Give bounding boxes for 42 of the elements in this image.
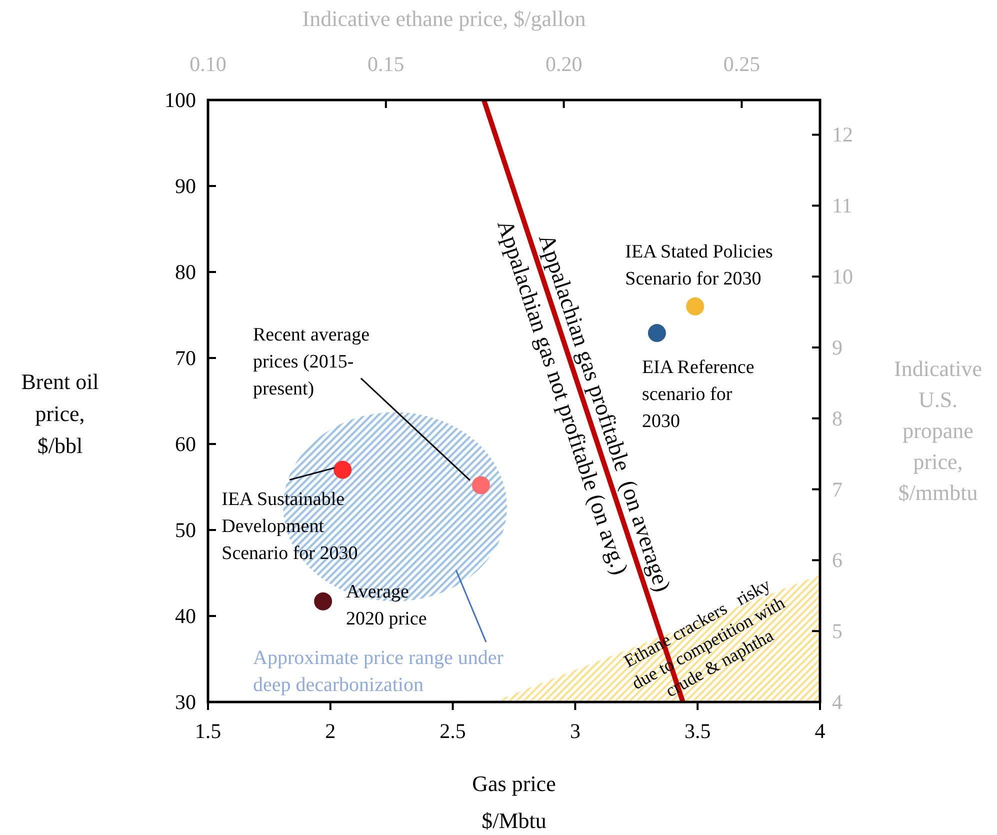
x2-tick-label: 0.20 [545,52,582,76]
y-tick-label: 100 [164,88,196,112]
point [314,592,332,610]
y2-tick-label: 8 [832,406,842,430]
x2-tick-label: 0.25 [723,52,760,76]
y-tick-label: 30 [175,690,196,714]
x-tick-label: 2 [325,719,336,743]
y2-tick-label: 9 [832,335,842,360]
y2-tick-label: 12 [832,122,853,147]
text: Recent average prices (2015- present) [252,324,370,400]
x2-tick-label: 0.15 [368,52,404,76]
x-tick-label: 1.5 [194,719,222,743]
y-tick-label: 90 [175,174,196,198]
x-tick-label: 3.5 [684,719,711,743]
y-tick-label: 80 [175,260,196,284]
series-label: Average 2020 price [346,581,427,630]
x-axis-title: Gas price $/Mbtu [472,771,556,833]
y-tick-label: 50 [175,518,196,542]
point [334,460,352,479]
y-tick-label: 70 [175,346,196,370]
y2-tick-label: 7 [832,477,842,502]
y2-tick-label: 10 [832,264,853,289]
y-axis-title: Brent oil price, $/bbl [21,369,99,458]
x2-axis-title: Indicative ethane price, $/gallon [302,6,586,31]
y2-tick-label: 4 [832,690,843,714]
series-label: EIA Reference scenario for 2030 [642,357,754,432]
y2-tick-label: 11 [832,194,852,218]
annotation: Approximate price range under deep decarbonization [253,647,504,696]
x2-tick-label: 0.10 [190,52,226,76]
point [472,476,490,494]
x-tick-label: 3 [570,719,580,743]
y2-axis-title: Indicative U.S. propane price, $/mmbtu [894,356,982,505]
point [648,324,666,342]
series-label: IEA Sustainable Development Scenario for 2030 [222,488,358,564]
series-label: IEA Stated Policies Scenario for 2030 [625,241,773,290]
y-tick-label: 60 [175,432,196,456]
x-tick-label: 4 [814,719,826,743]
x-tick-label: 2.5 [440,719,466,743]
y2-tick-label: 6 [832,548,842,572]
point [686,297,704,316]
y2-tick-label: 5 [832,619,842,644]
y-tick-label: 40 [175,604,196,628]
